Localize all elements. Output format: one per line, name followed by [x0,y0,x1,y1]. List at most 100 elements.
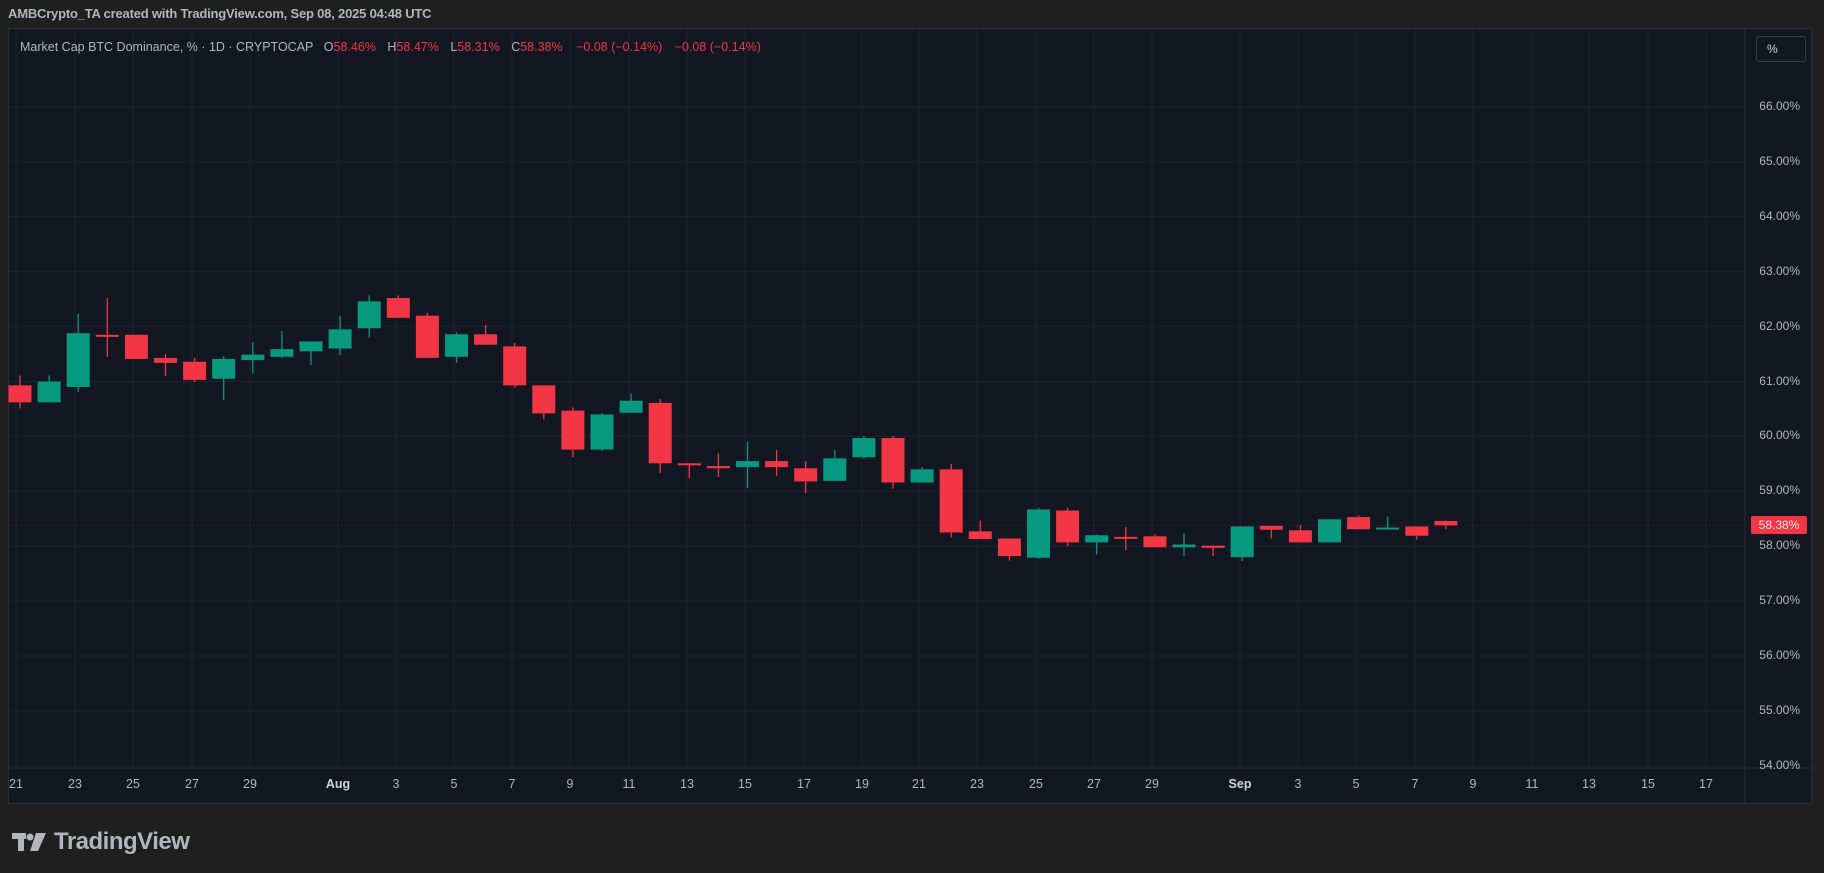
candle-body-down [474,334,498,345]
percent-scale-button[interactable]: % [1756,36,1806,62]
time-tick-label: 5 [450,777,458,791]
price-tick-label: 55.00% [1759,702,1800,717]
close-value: 58.38% [520,40,563,54]
last-price-tag: 58.38% [1751,516,1807,535]
price-tick-label: 64.00% [1759,208,1800,223]
candle-body-down [706,466,730,469]
time-tick-label: 9 [566,777,574,791]
time-tick-label: 23 [68,777,82,791]
price-tick-label: 62.00% [1759,318,1800,333]
candle-body-down [1288,530,1312,543]
candle-body-down [561,410,585,450]
time-tick-label: 17 [1699,777,1713,791]
time-tick-label: 21 [912,777,926,791]
time-tick-label: 29 [243,777,257,791]
price-tick-label: 58.00% [1759,538,1800,553]
time-tick-label: 25 [126,777,140,791]
price-tick-label: 57.00% [1759,593,1800,608]
candle-body-down [386,298,410,318]
candle-body-down [532,385,556,414]
time-tick-label: 13 [1582,777,1596,791]
candle-body-down [1405,526,1429,536]
candle-body-up [328,329,352,349]
chart-legend: Market Cap BTC Dominance, % · 1D · CRYPT… [20,40,761,54]
candle-body-up [37,381,61,403]
time-tick-label: 15 [1641,777,1655,791]
price-tick-label: 60.00% [1759,428,1800,443]
price-tick-label: 54.00% [1759,757,1800,772]
change-value-secondary: −0.08 (−0.14%) [674,40,761,54]
candle-body-down [997,538,1021,557]
time-tick-label: 17 [797,777,811,791]
time-tick-label: 7 [508,777,516,791]
time-tick-label: 9 [1469,777,1477,791]
candle-body-down [765,461,789,468]
tradingview-logo-icon [12,833,46,851]
candle-body-up [1085,535,1109,543]
high-value: 58.47% [396,40,439,54]
candle-body-up [619,400,643,413]
time-tick-label: 11 [622,777,636,791]
chart-watermark-title: AMBCrypto_TA created with TradingView.co… [8,6,432,21]
candle-body-down [648,402,672,464]
time-tick-label: 27 [185,777,199,791]
candle-body-down [183,361,207,380]
price-tick-label: 63.00% [1759,263,1800,278]
candle-body-down [1201,545,1225,548]
low-value: 58.31% [457,40,500,54]
candle-body-down [881,438,905,483]
candle-body-down [8,385,32,403]
candle-body-up [66,333,90,387]
time-tick-label: 3 [392,777,400,791]
candle-body-down [968,531,992,540]
candle-body-down [415,315,439,358]
chart-pane[interactable] [8,28,1812,804]
price-tick-label: 65.00% [1759,153,1800,168]
candle-body-down [503,346,527,386]
time-tick-label: 3 [1294,777,1302,791]
time-tick-label: Sep [1228,777,1252,791]
candle-body-up [212,358,236,379]
low-label: L [450,40,458,54]
time-tick-label: 7 [1411,777,1419,791]
high-label: H [387,40,397,54]
tradingview-logo-text: TradingView [54,828,190,855]
candle-body-up [590,414,614,450]
time-tick-label: 13 [680,777,694,791]
candle-body-up [270,349,294,357]
candle-body-down [154,357,177,363]
candle-body-up [910,469,934,483]
time-tick-label: 23 [970,777,984,791]
time-tick-label: 25 [1029,777,1043,791]
candle-body-down [1347,517,1371,530]
change-value: −0.08 (−0.14%) [576,40,663,54]
time-tick-label: 27 [1087,777,1101,791]
candle-body-up [445,334,468,357]
candle-body-down [677,463,701,466]
candle-body-down [939,469,963,533]
candle-body-up [357,301,381,329]
time-tick-label: 29 [1145,777,1159,791]
candle-body-up [241,354,265,361]
time-tick-label: 21 [9,777,23,791]
candle-body-down [1114,536,1138,539]
candle-body-up [1027,509,1050,558]
candle-body-down [794,468,818,482]
price-tick-label: 56.00% [1759,648,1800,662]
candle-body-down [124,334,148,359]
price-tick-label: 59.00% [1759,483,1800,498]
candle-body-up [1376,527,1400,530]
candle-body-down [1434,520,1458,526]
tradingview-logo: TradingView [12,828,190,856]
time-tick-label: Aug [325,777,351,791]
candle-body-up [852,438,876,458]
symbol-description[interactable]: Market Cap BTC Dominance, % · 1D · CRYPT… [20,40,314,54]
candle-body-up [1230,526,1254,558]
time-tick-label: 5 [1352,777,1360,791]
candle-body-down [95,334,119,337]
candle-body-up [736,461,759,468]
candle-body-up [299,341,323,352]
candle-body-down [1056,510,1080,543]
candle-body-up [1172,544,1196,548]
